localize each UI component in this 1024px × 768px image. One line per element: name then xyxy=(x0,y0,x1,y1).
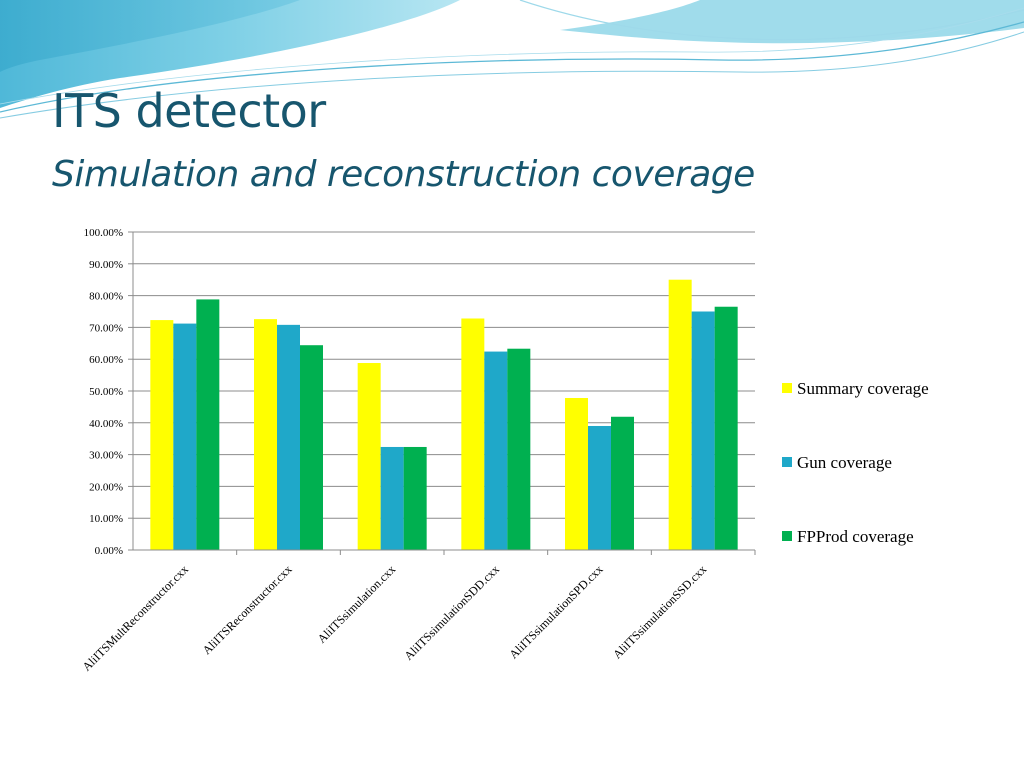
bar xyxy=(380,446,404,550)
chart-gridlines xyxy=(133,231,755,519)
bar xyxy=(173,323,197,550)
legend-swatch xyxy=(782,531,792,541)
legend-label: Summary coverage xyxy=(797,379,929,398)
slide-title: ITS detector xyxy=(52,84,326,138)
y-tick-label: 100.00% xyxy=(84,227,123,239)
bar xyxy=(668,279,692,550)
legend-label: FPProd coverage xyxy=(797,527,914,546)
bar xyxy=(254,319,277,550)
bar xyxy=(611,416,634,550)
bar xyxy=(588,425,611,550)
y-tick-label: 60.00% xyxy=(89,354,123,366)
bar xyxy=(484,351,508,550)
bar xyxy=(565,397,588,550)
y-axis-ticks: 0.00% 10.00% 20.00% 30.00% 40.00% 50.00% 60.00… xyxy=(84,227,133,557)
x-category-label: AliITSsimulationSDD.cxx xyxy=(401,562,502,663)
y-tick-label: 0.00% xyxy=(95,545,123,557)
legend-label: Gun coverage xyxy=(797,453,892,472)
bar xyxy=(150,320,174,550)
legend-swatch xyxy=(782,383,792,393)
legend-swatch xyxy=(782,457,792,467)
chart-legend: Summary coverage Gun coverage FPProd cover… xyxy=(782,379,929,546)
bar xyxy=(691,311,715,550)
bar xyxy=(403,446,427,550)
x-category-label: AliITSReconstructor.cxx xyxy=(200,562,295,657)
chart-axes xyxy=(132,232,756,555)
bar xyxy=(714,306,738,550)
y-tick-label: 10.00% xyxy=(89,513,123,525)
y-tick-label: 70.00% xyxy=(89,322,123,334)
x-category-label: AliITSsimulationSSD.cxx xyxy=(610,562,709,661)
x-category-label: AliITSsimulation.cxx xyxy=(315,562,399,646)
bar xyxy=(461,318,485,550)
bar xyxy=(507,348,531,550)
y-tick-label: 40.00% xyxy=(89,418,123,430)
y-tick-label: 80.00% xyxy=(89,291,123,303)
bar xyxy=(277,324,300,550)
bar xyxy=(300,345,323,550)
x-category-label: AliITSsimulationSPD.cxx xyxy=(506,562,605,661)
header-wave-decoration xyxy=(0,0,1024,119)
y-tick-label: 90.00% xyxy=(89,259,123,271)
y-tick-label: 30.00% xyxy=(89,450,123,462)
bar xyxy=(196,299,220,550)
bar xyxy=(357,363,381,550)
chart-bars xyxy=(150,279,738,550)
y-tick-label: 20.00% xyxy=(89,481,123,493)
x-category-label: AliITSMultReconstructor.cxx xyxy=(79,562,190,673)
x-axis-category-labels: AliITSMultReconstructor.cxx AliITSReconst… xyxy=(79,562,709,673)
y-tick-label: 50.00% xyxy=(89,386,123,398)
slide-subtitle: Simulation and reconstruction coverage xyxy=(52,154,755,195)
